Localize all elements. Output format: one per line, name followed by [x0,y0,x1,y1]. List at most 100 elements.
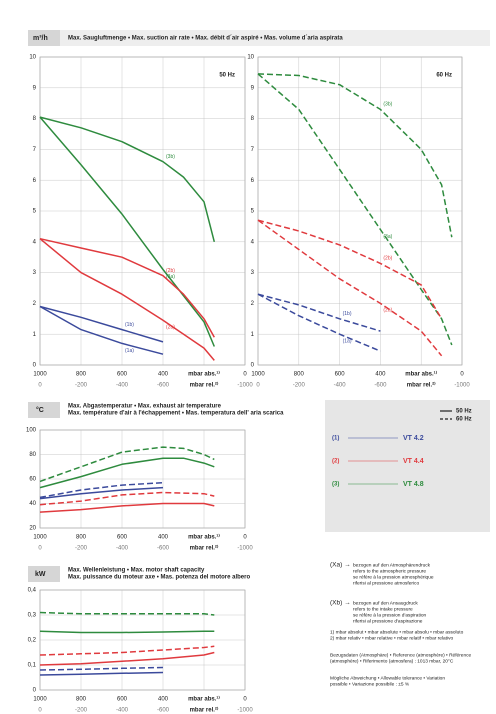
reference: Bezugsdaten (Atmosphäre) • Reference (at… [330,652,472,658]
y-tick-label: 0,3 [28,613,37,619]
series-line [39,481,164,499]
series-line [257,219,443,320]
y-tick-label: 7 [33,147,37,153]
y-tick-label: 9 [33,85,37,91]
x2-tick-label: mbar rel.²⁾ [190,382,219,389]
series-line [39,611,215,616]
model-number: (1) [332,436,339,442]
y-tick-label: 7 [251,147,255,153]
series-line [39,305,164,355]
y-tick-label: 10 [29,55,36,61]
x2-tick-label: -600 [157,708,170,714]
y-tick-label: 0 [33,688,37,694]
series-label: (2a) [383,308,392,314]
y-tick-label: 10 [247,55,254,61]
y-tick-label: 2 [33,301,37,307]
series-label: (3a) [166,274,175,280]
series-label: (1b) [343,311,352,317]
unit-box [28,30,60,46]
note-line: bezogen auf den Atmosphärendruck [353,562,431,568]
footnote: 1) mbar absolut • mbar absolute • mbar a… [330,629,464,635]
unit-box [28,402,60,418]
x-tick-label: 1000 [33,697,47,703]
x-tick-label: 600 [117,535,128,541]
series-line [39,630,215,634]
y-tick-label: 5 [251,209,255,215]
series-line [39,486,164,500]
section-title: Max. Wellenleistung • Max. motor shaft c… [68,568,205,574]
series-line [39,238,215,361]
tolerance: Mögliche Abweichung • Allowable toleranc… [330,675,445,681]
y-tick-label: 0 [33,363,37,369]
series-line [39,446,215,483]
x2-tick-label: -1000 [237,383,253,389]
series-label: (2b) [383,256,392,262]
series-line [39,666,164,671]
y-tick-label: 2 [251,301,255,307]
series-label: (1a) [125,348,134,354]
x2-tick-label: mbar rel.²⁾ [190,707,219,714]
x2-tick-label: -1000 [454,383,470,389]
series-line [39,502,215,513]
y-tick-label: 6 [33,178,37,184]
y-tick-label: 80 [29,452,36,458]
x-tick-label: 800 [76,697,87,703]
x-tick-label: mbar abs.¹⁾ [188,371,220,378]
x2-tick-label: -200 [293,383,306,389]
x-tick-label: 600 [117,372,128,378]
note-key: (Xa) → [330,562,351,569]
series-line [257,219,443,357]
series-line [39,237,215,338]
y-tick-label: 1 [251,332,255,338]
unit: m³/h [33,35,48,42]
y-tick-label: 1 [33,332,37,338]
x-tick-label: 400 [158,535,169,541]
series-label: (3a) [383,234,392,240]
x-tick-label: mbar abs.¹⁾ [405,371,437,378]
model-number: (3) [332,482,339,488]
x2-tick-label: 0 [256,383,260,389]
section-title: Max. Abgastemperatur • Max. exhaust air … [68,404,222,410]
x-tick-label: 0 [243,372,247,378]
series-label: (2a) [166,325,175,331]
x2-tick-label: mbar rel.²⁾ [190,545,219,552]
y-tick-label: 0 [251,363,255,369]
series-line [39,116,215,347]
series-line [39,491,215,506]
header-band [28,30,490,46]
x2-tick-label: -200 [75,546,88,552]
x2-tick-label: -400 [116,546,129,552]
note-line: refers to the intake pressure [353,606,413,612]
series-line [39,671,164,676]
y-tick-label: 0,2 [28,638,37,644]
series-label: (1a) [343,339,352,345]
y-tick-label: 8 [251,116,255,122]
x2-tick-label: -600 [157,546,170,552]
y-tick-label: 4 [251,239,255,245]
y-tick-label: 0,4 [28,588,37,594]
x-tick-label: 600 [117,697,128,703]
x-tick-label: 1000 [251,372,265,378]
unit-box [28,566,60,582]
x2-tick-label: -200 [75,708,88,714]
y-tick-label: 6 [251,178,255,184]
model-name: VT 4.2 [403,435,424,442]
section-title: Max. Saugluftmenge • Max. suction air ra… [68,36,343,42]
x2-tick-label: -1000 [237,708,253,714]
series-line [257,73,453,238]
x2-tick-label: 0 [38,546,42,552]
series-line [39,645,215,656]
y-tick-label: 100 [26,428,37,434]
unit: °C [36,406,44,414]
note-line: riferisi al pressione atmosferico [353,580,419,586]
y-tick-label: 8 [33,116,37,122]
series-line [39,305,164,343]
x2-tick-label: 0 [38,708,42,714]
x-tick-label: 800 [76,372,87,378]
series-line [257,293,381,352]
note-line: refers to the atmospheric pressure [353,568,426,574]
x2-tick-label: -600 [374,383,387,389]
x-tick-label: 400 [158,372,169,378]
y-tick-label: 9 [251,85,255,91]
note-key: (Xb) → [330,600,351,607]
